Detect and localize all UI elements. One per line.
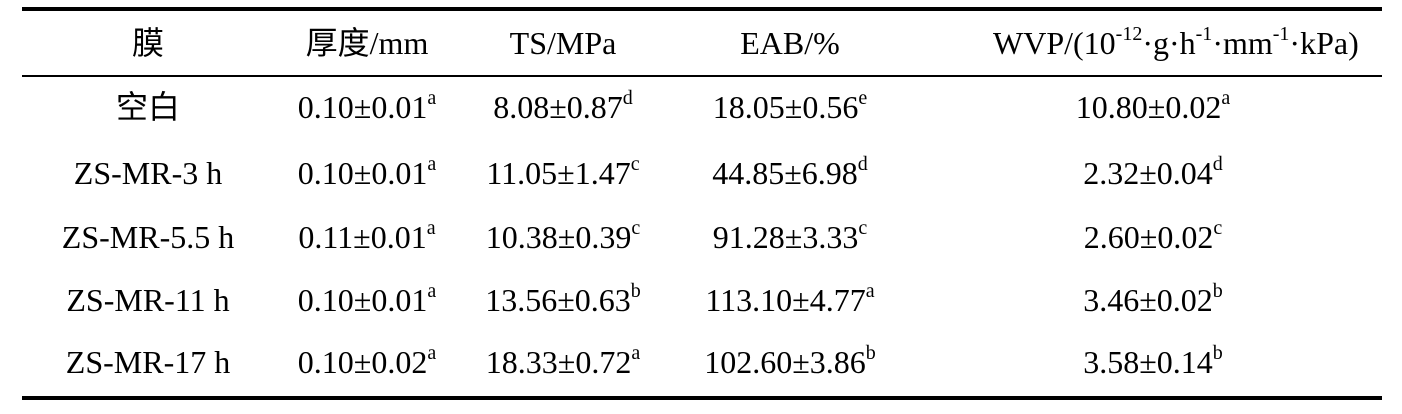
cell-value: 0.10±0.01 [297,155,428,191]
header-rule [22,75,1382,77]
table-cell: 102.60±3.86b [630,342,950,387]
table-cell: 2.32±0.04d [993,153,1313,198]
table-cell: 10.80±0.02a [993,87,1313,132]
table-cell: 0.10±0.01a [207,153,527,198]
cell-value: 11.05±1.47 [486,155,631,191]
cell-value: 113.10±4.77 [705,282,866,318]
significance-letter: c [631,217,641,239]
significance-letter: a [865,280,875,302]
row-label: 空白 [115,89,180,125]
cell-value: 3.58±0.14 [1083,344,1213,380]
header-cell: WVP/(10-12·g·h-1·mm-1·kPa) [993,23,1359,68]
table-cell: 18.05±0.56e [630,87,950,132]
cell-value: 91.28±3.33 [712,219,859,255]
header-text: ·mm [1212,25,1273,61]
table-cell: 2.60±0.02c [993,217,1313,262]
superscript: -1 [1272,23,1290,45]
significance-letter: b [865,342,876,364]
table-cell: 0.11±0.01a [207,217,527,262]
cell-value: 0.10±0.01 [297,89,428,125]
table-cell: 3.58±0.14b [993,342,1313,387]
cell-value: 0.10±0.01 [297,282,428,318]
table-cell: 空白 [0,87,308,127]
table-cell: 18.33±0.72a [403,342,723,387]
header-text: 厚度/mm [305,25,429,61]
table-cell: ZS-MR-17 h [0,342,308,382]
header-cell: EAB/% [630,23,950,63]
header-text: ·g·h [1142,25,1196,61]
table-cell: 44.85±6.98d [630,153,950,198]
table-cell: 91.28±3.33c [630,217,950,262]
significance-letter: a [427,153,437,175]
table-cell: 11.05±1.47c [403,153,723,198]
cell-value: 10.80±0.02 [1075,89,1222,125]
significance-letter: a [427,342,437,364]
header-cell: TS/MPa [403,23,723,63]
header-text: TS/MPa [509,25,617,61]
cell-value: 10.38±0.39 [485,219,632,255]
cell-value: 3.46±0.02 [1083,282,1213,318]
header-text: 膜 [131,25,164,61]
table-cell: ZS-MR-5.5 h [0,217,308,257]
cell-value: 8.08±0.87 [493,89,623,125]
significance-letter: a [427,87,437,109]
cell-value: 0.11±0.01 [298,219,427,255]
top-rule [22,7,1382,11]
row-label: ZS-MR-5.5 h [61,219,235,255]
significance-letter: b [1212,342,1223,364]
table-cell: 0.10±0.01a [207,87,527,132]
table-cell: ZS-MR-3 h [0,153,308,193]
cell-value: 18.33±0.72 [485,344,632,380]
cell-value: 0.10±0.02 [297,344,428,380]
cell-value: 18.05±0.56 [712,89,859,125]
cell-value: 13.56±0.63 [485,282,631,318]
cell-value: 102.60±3.86 [704,344,866,380]
significance-letter: d [1212,153,1223,175]
table-cell: 113.10±4.77a [630,280,950,325]
table-cell: 3.46±0.02b [993,280,1313,325]
header-cell: 膜 [0,23,308,63]
significance-letter: c [858,217,868,239]
significance-letter: a [427,280,437,302]
table-cell: 8.08±0.87d [403,87,723,132]
table-cell: 13.56±0.63b [403,280,723,325]
bottom-rule [22,396,1382,400]
table-cell: 0.10±0.01a [207,280,527,325]
cell-value: 44.85±6.98 [712,155,858,191]
significance-letter: b [630,280,641,302]
superscript: -1 [1195,23,1213,45]
cell-value: 2.32±0.04 [1083,155,1213,191]
header-text: ·kPa) [1289,25,1359,61]
table-cell: 10.38±0.39c [403,217,723,262]
superscript: -12 [1115,23,1143,45]
significance-letter: c [630,153,640,175]
significance-letter: d [857,153,868,175]
header-text: EAB/% [740,25,840,61]
significance-letter: a [1221,87,1231,109]
significance-letter: a [631,342,641,364]
significance-letter: e [858,87,868,109]
table-cell: ZS-MR-11 h [0,280,308,320]
table-cell: 0.10±0.02a [207,342,527,387]
header-cell: 厚度/mm [207,23,527,63]
row-label: ZS-MR-17 h [65,344,231,380]
header-text: WVP/(10 [993,25,1116,61]
row-label: ZS-MR-3 h [73,155,223,191]
cell-value: 2.60±0.02 [1083,219,1214,255]
row-label: ZS-MR-11 h [66,282,230,318]
significance-letter: c [1213,217,1223,239]
significance-letter: a [426,217,436,239]
significance-letter: d [622,87,633,109]
significance-letter: b [1212,280,1223,302]
